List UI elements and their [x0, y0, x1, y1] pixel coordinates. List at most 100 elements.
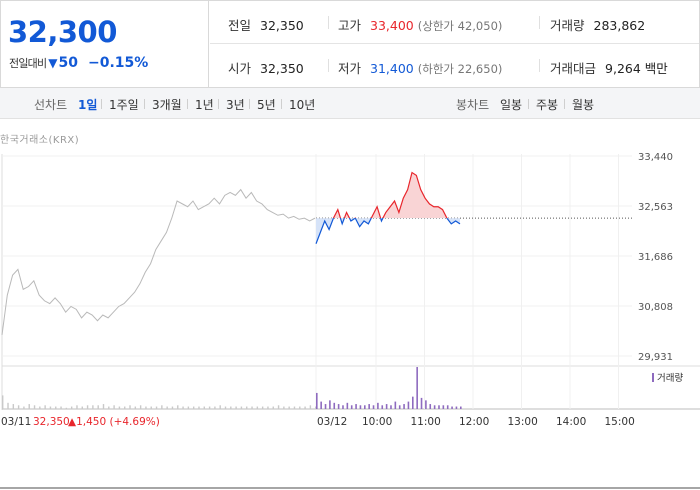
period-daily[interactable]: 일봉: [500, 98, 523, 112]
prev-volume-bar: [161, 405, 163, 409]
current-price: 32,300: [8, 15, 117, 49]
period-1w[interactable]: 1주일: [109, 98, 139, 112]
today-volume-bar: [342, 405, 344, 409]
today-volume-bar: [446, 405, 449, 409]
stock-summary: 32,300 전일대비 ▼ 50 −0.15% 전일 32,350 고가 33,…: [0, 0, 700, 88]
today-volume-bar: [329, 400, 331, 409]
today-volume-bar: [381, 405, 384, 409]
prev-volume-bar: [166, 406, 168, 409]
volume-legend-label: 거래량: [657, 372, 683, 384]
open-price: 시가 32,350: [228, 61, 304, 76]
y-tick-label: 33,440: [638, 152, 673, 163]
today-volume-bar: [390, 405, 392, 409]
period-bar: 선차트 1일 1주일 3개월 1년 3년 5년 10년 봉차트 일봉 주봉 월봉: [0, 88, 700, 119]
period-10y[interactable]: 10년: [289, 98, 316, 112]
period-3y[interactable]: 3년: [226, 98, 245, 112]
today-date-label: 03/12: [317, 416, 347, 428]
data-source: 한국거래소(KRX): [0, 135, 80, 146]
period-1y[interactable]: 1년: [195, 98, 214, 112]
prev-volume-bar: [315, 406, 317, 409]
today-volume-bar: [372, 405, 375, 409]
prev-volume-bar: [177, 405, 179, 409]
x-tick-label: 12:00: [459, 416, 489, 428]
prev-volume-bar: [272, 406, 274, 409]
change-label: 전일대비: [9, 57, 47, 70]
trade-amount: 거래대금 9,264 백만: [550, 61, 668, 76]
today-volume-bar: [425, 400, 427, 409]
today-volume-bar: [316, 392, 318, 409]
period-1d[interactable]: 1일: [78, 98, 98, 112]
prev-volume-bar: [12, 404, 15, 409]
prev-volume-bar: [198, 406, 200, 409]
prev-volume-bar: [309, 405, 312, 409]
prev-volume-bar: [203, 406, 205, 409]
today-line-up: [332, 171, 448, 219]
period-weekly[interactable]: 주봉: [536, 98, 559, 112]
today-volume-bar: [324, 404, 327, 409]
prev-volume-bar: [277, 405, 280, 409]
prev-volume-bar: [246, 406, 248, 409]
prev-close-label: 32,350: [33, 416, 70, 428]
stats-grid: 전일 32,350 고가 33,400 (상한가 42,050) 거래량 283…: [210, 1, 699, 87]
period-3m[interactable]: 3개월: [152, 98, 182, 112]
prev-volume-bar: [81, 406, 83, 409]
prev-volume-bar: [219, 405, 221, 409]
prev-volume-bar: [124, 406, 126, 409]
today-volume-bar: [433, 405, 436, 409]
prev-volume-bar: [86, 405, 89, 409]
prev-volume-bar: [251, 406, 253, 409]
prev-volume-bar: [293, 406, 296, 409]
today-volume-bar: [412, 396, 414, 409]
line-chart-label: 선차트: [34, 98, 68, 112]
today-volume-bar: [455, 406, 458, 409]
today-volume-bar: [403, 404, 405, 409]
prev-volume-bar: [240, 406, 243, 409]
price-box: 32,300 전일대비 ▼ 50 −0.15%: [1, 1, 209, 87]
prev-volume-bar: [92, 405, 94, 409]
y-tick-label: 30,808: [638, 302, 673, 313]
prev-volume-bar: [235, 406, 237, 409]
today-volume-bar: [416, 367, 418, 409]
prev-volume-bar: [192, 406, 195, 409]
prev-volume-bar: [139, 405, 142, 409]
prev-volume-bar: [182, 406, 184, 409]
divider: [564, 99, 565, 109]
today-volume-bar: [359, 405, 362, 409]
period-monthly[interactable]: 월봉: [572, 98, 595, 112]
divider: [101, 99, 102, 109]
low-price: 저가 31,400 (하한가 22,650): [338, 61, 503, 76]
today-volume-bar: [320, 401, 322, 409]
prev-volume-bar: [134, 406, 137, 409]
prev-close: 전일 32,350: [228, 18, 304, 33]
period-5y[interactable]: 5년: [257, 98, 276, 112]
divider: [218, 99, 219, 109]
today-volume-bar: [451, 406, 453, 409]
divider: [528, 99, 529, 109]
change-percent: −0.15%: [88, 55, 149, 71]
prev-volume-bar: [60, 406, 62, 409]
prev-volume-bar: [70, 406, 73, 409]
divider: [281, 99, 282, 109]
prev-volume-bar: [288, 406, 290, 409]
today-volume-bar: [333, 402, 336, 409]
volume: 거래량 283,862: [550, 18, 646, 33]
divider: [539, 16, 540, 29]
prev-volume-bar: [304, 406, 306, 409]
x-tick-label: 13:00: [508, 416, 538, 428]
today-volume-bar: [385, 404, 388, 409]
prev-volume-bar: [261, 406, 264, 409]
prev-volume-bar: [44, 405, 46, 409]
today-volume-bar: [368, 404, 370, 409]
today-volume-bar: [442, 405, 445, 409]
prev-volume-bar: [2, 395, 4, 409]
prev-volume-bar: [108, 406, 110, 409]
prev-volume-bar: [224, 406, 227, 409]
today-area-down: [316, 218, 460, 244]
today-volume-bar: [355, 404, 357, 409]
today-volume-bar: [460, 406, 462, 409]
prev-volume-bar: [145, 406, 147, 409]
volume-legend-swatch: [652, 373, 654, 382]
prev-volume-bar: [283, 406, 285, 409]
prev-volume-bar: [17, 405, 20, 409]
today-volume-bar: [398, 405, 401, 409]
